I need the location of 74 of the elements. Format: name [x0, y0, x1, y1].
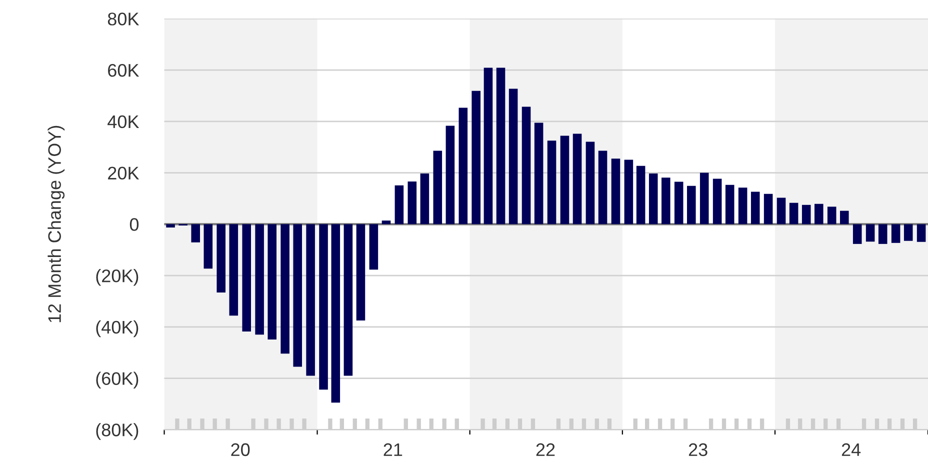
- bar: [394, 185, 404, 224]
- y-axis-title: 12 Month Change (YOY): [48, 126, 65, 322]
- bar: [840, 210, 849, 224]
- bar: [547, 140, 556, 224]
- y-tick-label: 40K: [108, 115, 140, 128]
- bar: [764, 194, 773, 224]
- bar: [369, 224, 378, 270]
- y-tick-label: 0: [130, 218, 139, 231]
- bar: [598, 150, 608, 224]
- bar: [916, 224, 926, 242]
- bar: [280, 224, 290, 354]
- bar: [293, 224, 302, 367]
- bar: [560, 136, 570, 224]
- bar: [776, 198, 786, 224]
- bar: [319, 224, 328, 390]
- bar: [268, 224, 276, 340]
- bar: [866, 224, 875, 242]
- bar: [382, 220, 391, 224]
- bar: [191, 224, 200, 242]
- bar: [878, 224, 888, 244]
- bar: [216, 224, 226, 292]
- bar: [648, 174, 658, 224]
- bar: [738, 188, 748, 224]
- bar: [789, 202, 798, 224]
- y-tick-label: (80K): [96, 423, 138, 440]
- bar: [904, 224, 913, 241]
- y-tick-label: 60K: [108, 64, 140, 77]
- y-tick-label: (60K): [96, 372, 138, 389]
- bar: [636, 166, 646, 224]
- bar: [344, 224, 353, 376]
- bar: [484, 68, 493, 224]
- bar: [408, 182, 417, 224]
- y-tick-label: 20K: [108, 166, 140, 180]
- bar: [204, 224, 213, 269]
- bar: [472, 90, 480, 224]
- bar: [586, 142, 595, 224]
- x-tick-label: 22: [536, 443, 555, 456]
- bar: [700, 172, 709, 224]
- bar: [458, 108, 468, 224]
- bar: [750, 192, 760, 224]
- bar: [229, 224, 238, 316]
- bar: [662, 178, 670, 224]
- bar: [802, 204, 811, 224]
- bar: [725, 184, 734, 224]
- bar: [420, 174, 430, 224]
- bar: [508, 88, 518, 224]
- bar: [433, 150, 442, 224]
- bar: [242, 224, 251, 332]
- x-tick-label: 20: [231, 443, 250, 456]
- bar: [624, 160, 634, 224]
- bar: [827, 206, 836, 224]
- bar: [522, 106, 531, 224]
- bar: [331, 224, 340, 403]
- bar: [496, 68, 506, 224]
- x-tick-label: 23: [688, 443, 708, 456]
- bar: [712, 178, 722, 224]
- bar: [166, 224, 175, 228]
- bar: [255, 224, 264, 335]
- bar: [891, 224, 900, 243]
- bar: [534, 122, 544, 224]
- bar: [687, 186, 696, 224]
- bar: [674, 182, 684, 224]
- y-tick-label: (20K): [96, 268, 138, 286]
- x-tick-label: 21: [384, 443, 402, 456]
- bar: [306, 224, 315, 376]
- bar: [852, 224, 862, 244]
- x-tick-label: 24: [842, 443, 861, 456]
- bar: [572, 134, 582, 224]
- bar: [814, 204, 824, 224]
- bar: [611, 158, 620, 224]
- y-tick-label: (40K): [96, 320, 138, 338]
- y-tick-label: 80K: [108, 12, 140, 26]
- bar: [356, 224, 366, 320]
- bar: [446, 126, 455, 224]
